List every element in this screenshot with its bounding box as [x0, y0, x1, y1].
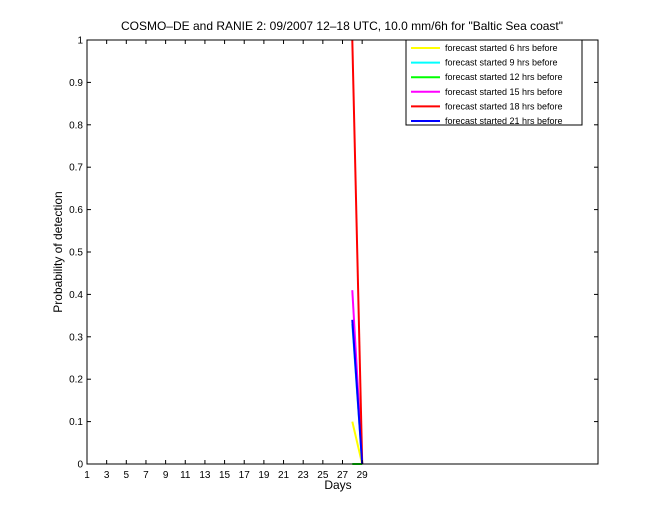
y-tick-label: 0.1: [69, 417, 83, 428]
x-tick-label: 29: [357, 470, 369, 481]
x-tick-label: 1: [84, 470, 90, 481]
y-tick-label: 0.3: [69, 332, 83, 343]
x-tick-label: 15: [219, 470, 231, 481]
x-tick-label: 17: [239, 470, 251, 481]
x-tick-label: 9: [163, 470, 169, 481]
x-ticks: 1 3 5 7 9 11 13 15 17 19 21 23 25 27 29: [84, 40, 368, 481]
y-tick-label: 0.8: [69, 120, 83, 131]
x-tick-label: 19: [258, 470, 270, 481]
series-line-1: [351, 421, 364, 465]
legend-label: forecast started 6 hrs before: [445, 43, 558, 53]
y-tick-label: 0.4: [69, 290, 83, 301]
legend-label: forecast started 21 hrs before: [445, 116, 563, 126]
chart-title: COSMO–DE and RANIE 2: 09/2007 12–18 UTC,…: [121, 19, 563, 33]
series-line-6: [351, 319, 364, 465]
y-tick-label: 0.9: [69, 78, 83, 89]
y-tick-label: 0.5: [69, 248, 83, 259]
x-tick-label: 5: [124, 470, 130, 481]
x-tick-label: 7: [143, 470, 149, 481]
legend: forecast started 6 hrs before forecast st…: [405, 39, 583, 126]
series-line-5: [351, 39, 364, 465]
x-tick-label: 27: [337, 470, 349, 481]
y-axis-label: Probability of detection: [51, 191, 65, 312]
x-axis-label: Days: [324, 478, 351, 492]
x-tick-label: 25: [317, 470, 329, 481]
y-ticks: 0 0.1 0.2 0.3 0.4 0.5 0.6 0.7 0.8 0.9 1: [69, 36, 598, 471]
x-tick-label: 21: [278, 470, 290, 481]
y-tick-label: 0.6: [69, 205, 83, 216]
legend-label: forecast started 9 hrs before: [445, 58, 558, 68]
x-tick-label: 23: [298, 470, 310, 481]
x-tick-label: 11: [180, 470, 191, 481]
y-tick-label: 0: [77, 460, 83, 471]
legend-label: forecast started 12 hrs before: [445, 72, 563, 82]
y-tick-label: 1: [77, 36, 83, 47]
x-tick-label: 13: [199, 470, 211, 481]
x-tick-label: 3: [104, 470, 110, 481]
y-tick-label: 0.2: [69, 375, 83, 386]
legend-label: forecast started 15 hrs before: [445, 87, 563, 97]
legend-box: [405, 39, 583, 126]
legend-label: forecast started 18 hrs before: [445, 101, 563, 111]
y-tick-label: 0.7: [69, 163, 83, 174]
